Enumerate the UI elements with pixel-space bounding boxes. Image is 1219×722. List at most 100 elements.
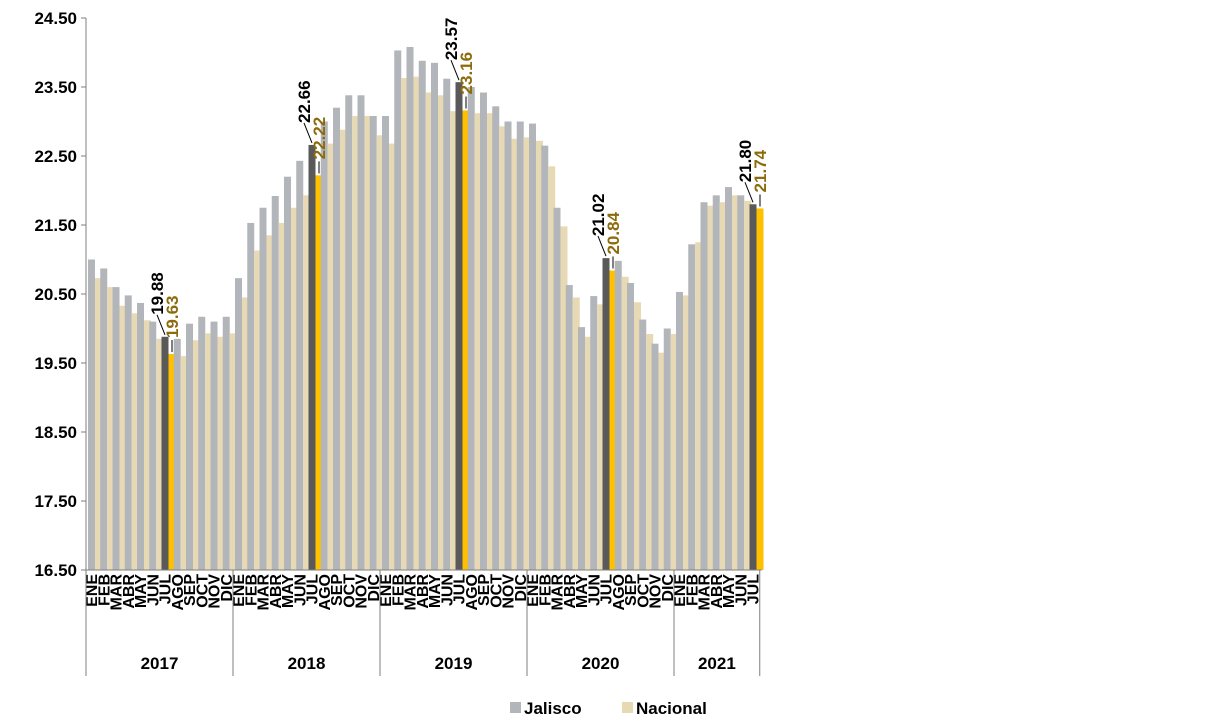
bar-nacional	[695, 242, 703, 570]
bar-nacional	[597, 304, 605, 570]
bar-jalisco	[308, 144, 316, 570]
bar-jalisco	[578, 327, 585, 570]
x-tick-label: AGO	[611, 574, 628, 610]
data-label-nacional: 19.63	[163, 295, 182, 338]
bar-jalisco	[345, 95, 353, 570]
x-tick-label: ENE	[525, 574, 542, 607]
bar-jalisco	[639, 319, 647, 570]
bar-jalisco	[627, 282, 634, 570]
bar-jalisco	[725, 187, 732, 571]
bar-jalisco	[553, 207, 561, 570]
bar-jalisco	[186, 323, 193, 570]
bar-jalisco	[529, 123, 536, 570]
bar-jalisco	[112, 287, 120, 570]
bar-jalisco	[480, 92, 487, 571]
data-label-jalisco: 19.88	[148, 272, 167, 315]
y-tick-label: 22.50	[34, 147, 77, 166]
bar-jalisco	[382, 115, 389, 570]
bar-nacional	[511, 138, 519, 570]
bar-jalisco	[161, 336, 169, 570]
bar-nacional	[707, 205, 715, 570]
data-label-nacional: 20.84	[604, 211, 623, 254]
leader-line-jalisco	[303, 122, 313, 144]
y-tick-label: 17.50	[34, 492, 77, 511]
bar-nacional	[670, 334, 678, 570]
bar-jalisco	[431, 62, 438, 570]
y-tick-label: 16.50	[34, 561, 77, 580]
bar-nacional	[303, 195, 311, 570]
bar-jalisco	[688, 244, 696, 570]
bar-nacional	[683, 295, 690, 570]
x-tick-label: JUN	[733, 574, 750, 606]
bar-nacional	[572, 297, 580, 570]
year-label: 2017	[141, 654, 179, 673]
bar-nacional	[315, 175, 323, 570]
x-tick-label: ENE	[84, 574, 101, 607]
bar-nacional	[425, 92, 433, 571]
x-tick-label: JUL	[452, 574, 469, 604]
bar-nacional	[438, 95, 445, 570]
x-tick-label: FEB	[96, 574, 113, 606]
x-tick-label: OCT	[635, 574, 652, 608]
x-tick-label: MAY	[133, 574, 150, 608]
bar-nacional	[107, 287, 115, 570]
leader-line-jalisco	[744, 182, 754, 203]
x-axis: ENEFEBMARABRMAYJUNJULAGOSEPOCTNOVDICENEF…	[84, 569, 763, 676]
x-tick-label: FEB	[390, 574, 407, 606]
bar-jalisco	[222, 316, 230, 570]
x-tick-label: MAY	[427, 574, 444, 608]
legend: Jalisco Nacional	[510, 699, 707, 718]
bar-nacional	[487, 113, 494, 570]
y-tick-label: 18.50	[34, 423, 77, 442]
bar-nacional	[376, 135, 384, 571]
x-tick-label: OCT	[488, 574, 505, 608]
x-tick-label: MAY	[721, 574, 738, 608]
data-label-nacional: 22.22	[310, 117, 329, 160]
bar-jalisco	[663, 328, 671, 570]
bar-nacional	[193, 340, 200, 570]
bar-jalisco	[516, 121, 524, 570]
bar-nacional	[523, 137, 531, 570]
bar-nacional	[266, 235, 274, 570]
bar-jalisco	[333, 107, 340, 570]
x-tick-label: DIC	[513, 574, 530, 602]
bar-jalisco	[492, 106, 500, 570]
bar-jalisco	[565, 285, 573, 570]
bar-jalisco	[247, 222, 255, 570]
x-tick-label: ABR	[709, 574, 726, 609]
x-tick-label: ENE	[672, 574, 689, 607]
bar-jalisco	[712, 195, 720, 570]
bar-jalisco	[541, 145, 549, 570]
bar-jalisco	[676, 291, 683, 570]
bar-nacional	[340, 129, 347, 570]
bar-nacional	[462, 110, 470, 571]
x-tick-label: JUN	[145, 574, 162, 606]
bar-nacional	[180, 356, 188, 570]
x-tick-label: MAR	[109, 574, 126, 611]
x-tick-label: JUN	[586, 574, 603, 606]
x-tick-label: AGO	[317, 574, 334, 610]
x-tick-label: MAR	[256, 574, 273, 611]
bar-nacional	[744, 200, 752, 570]
x-tick-label: DIC	[660, 574, 677, 602]
x-tick-label: DIC	[366, 574, 383, 602]
x-tick-label: OCT	[341, 574, 358, 608]
bar-jalisco	[504, 121, 512, 570]
x-tick-label: JUL	[746, 574, 763, 604]
bar-jalisco	[137, 302, 144, 570]
bar-nacional	[732, 195, 739, 570]
leader-line-jalisco	[156, 314, 166, 335]
bar-nacional	[609, 270, 617, 570]
year-label: 2020	[582, 654, 620, 673]
leader-line-jalisco	[597, 235, 607, 257]
x-tick-label: SEP	[182, 574, 199, 606]
bar-jalisco	[700, 202, 708, 571]
x-tick-label: DIC	[219, 574, 236, 602]
x-tick-label: NOV	[648, 574, 665, 609]
x-tick-label: FEB	[537, 574, 554, 606]
bar-jalisco	[602, 258, 610, 570]
bar-nacional	[278, 222, 286, 570]
x-tick-label: NOV	[501, 574, 518, 609]
bar-nacional	[756, 208, 764, 570]
